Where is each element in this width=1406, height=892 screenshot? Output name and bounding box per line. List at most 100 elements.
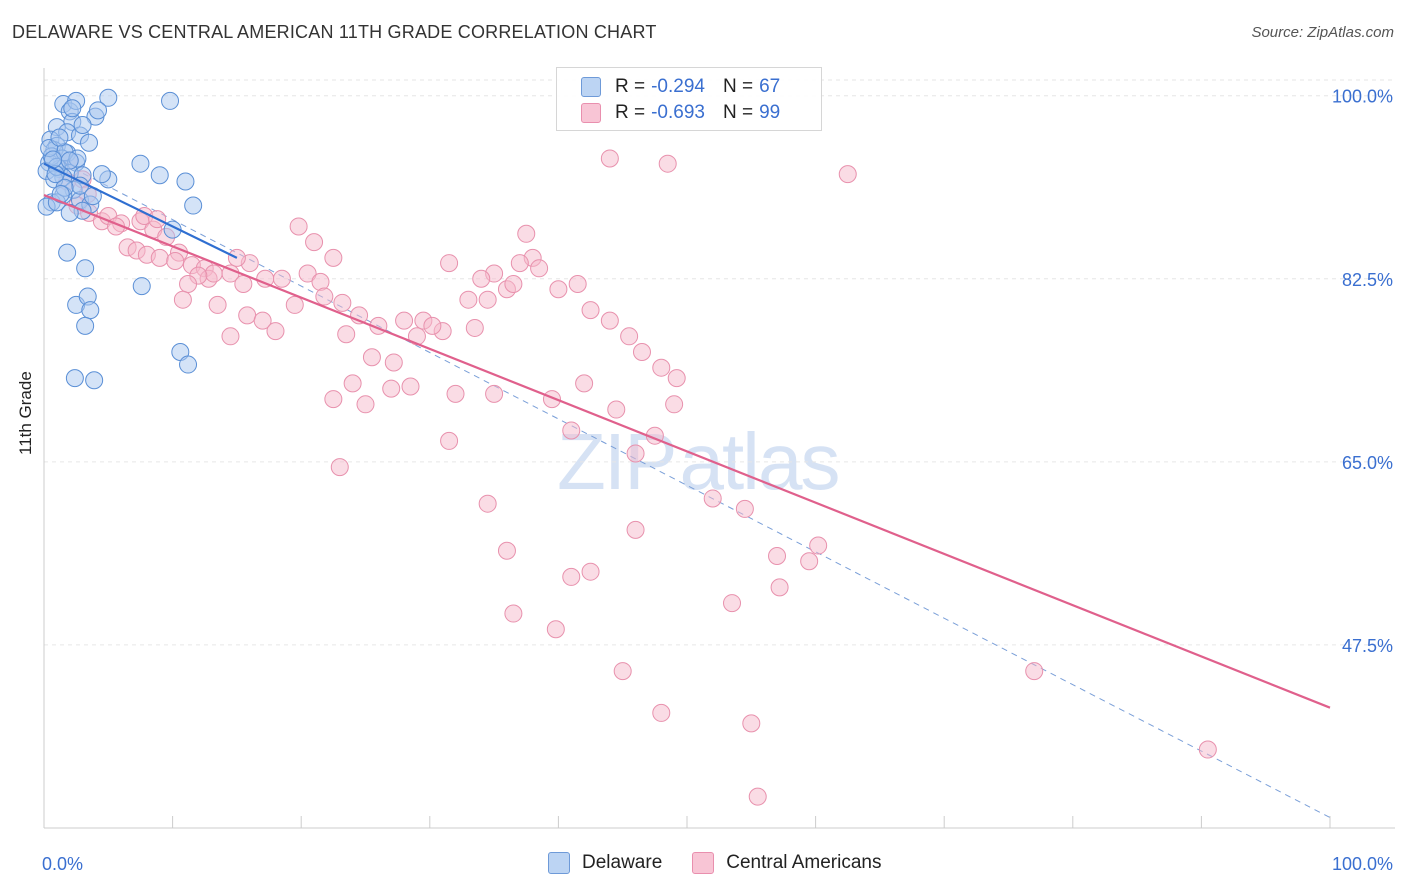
central-americans-point xyxy=(472,269,491,288)
central-americans-point xyxy=(600,149,619,168)
legend-r-value: -0.294 xyxy=(651,76,705,97)
central-americans-point xyxy=(395,311,414,330)
central-americans-point xyxy=(632,343,651,361)
central-americans-point xyxy=(478,290,497,309)
y-tick-label: 82.5% xyxy=(1342,270,1393,290)
central-americans-point xyxy=(504,275,523,293)
central-americans-point xyxy=(600,311,619,330)
central-americans-point xyxy=(384,353,403,372)
central-americans-point xyxy=(809,536,828,555)
central-americans-point xyxy=(562,421,581,440)
central-americans-point xyxy=(517,224,536,243)
central-americans-point xyxy=(838,165,857,184)
delaware-point xyxy=(161,91,180,110)
central-americans-point xyxy=(221,327,240,346)
y-tick-label: 47.5% xyxy=(1342,636,1393,656)
central-americans-point xyxy=(238,306,257,325)
chart-title: DELAWARE VS CENTRAL AMERICAN 11TH GRADE … xyxy=(12,22,657,42)
central-americans-point xyxy=(652,703,671,722)
central-americans-point xyxy=(800,552,819,571)
central-americans-point xyxy=(607,400,626,419)
central-legend-swatch xyxy=(692,852,715,874)
central-americans-point xyxy=(289,217,308,236)
central-americans-point xyxy=(620,327,639,346)
central-americans-point xyxy=(703,489,722,508)
central-americans-point xyxy=(568,275,587,293)
delaware-point xyxy=(60,151,79,170)
legend-n-value: 67 xyxy=(759,76,781,97)
legend-row-delaware: R = -0.294 N = 67 xyxy=(581,74,780,100)
delaware-point xyxy=(58,243,77,262)
central-americans-point xyxy=(324,390,343,409)
central-americans-point xyxy=(626,520,645,539)
central-americans-point xyxy=(285,295,304,314)
central-americans-point xyxy=(742,714,761,733)
y-tick-label: 65.0% xyxy=(1342,453,1393,473)
delaware-point xyxy=(132,277,151,296)
central-americans-point xyxy=(478,494,497,513)
legend-n-value: 99 xyxy=(759,102,781,123)
central-americans-point xyxy=(305,233,324,252)
central-americans-point xyxy=(440,431,459,450)
central-americans-point xyxy=(735,499,754,518)
central-americans-point xyxy=(1198,740,1217,759)
central-americans-point xyxy=(626,444,645,463)
delaware-point xyxy=(184,196,203,215)
central-americans-point xyxy=(208,295,227,314)
central-americans-point xyxy=(459,290,478,309)
legend-r-value: -0.693 xyxy=(651,102,705,123)
legend-r-label: R = xyxy=(615,76,646,97)
delaware-trend-line xyxy=(43,162,238,259)
delaware-point xyxy=(92,165,111,184)
x-tick-label: 0.0% xyxy=(42,854,83,874)
delaware-point xyxy=(99,88,118,107)
delaware-point xyxy=(73,115,92,134)
legend-item-central[interactable]: Central Americans xyxy=(692,852,882,874)
central-americans-point xyxy=(337,325,356,344)
central-americans-point xyxy=(723,594,742,613)
legend-n-label: N = xyxy=(722,102,754,123)
central-americans-point xyxy=(204,264,223,283)
delaware-legend-swatch xyxy=(548,852,570,874)
delaware-point xyxy=(150,166,169,185)
delaware-point xyxy=(179,355,198,374)
central-americans-point xyxy=(173,290,192,309)
delaware-point xyxy=(176,172,195,191)
central-americans-point xyxy=(362,348,381,367)
central-americans-point xyxy=(667,369,686,388)
x-tick-label: 100.0% xyxy=(1332,854,1393,874)
central-americans-point xyxy=(665,395,684,414)
legend-item-delaware[interactable]: Delaware xyxy=(548,852,662,874)
central-americans-point xyxy=(382,379,401,398)
delaware-point xyxy=(131,154,150,173)
central-swatch xyxy=(581,103,601,123)
central-americans-point xyxy=(150,248,169,267)
source-label: Source: ZipAtlas.com xyxy=(1251,24,1394,41)
delaware-point xyxy=(89,101,108,120)
delaware-point xyxy=(76,316,95,335)
central-americans-point xyxy=(581,301,600,320)
central-americans-point xyxy=(401,377,420,396)
central-americans-point xyxy=(356,395,375,414)
delaware-point xyxy=(80,133,99,152)
delaware-point xyxy=(81,301,100,320)
central-americans-point xyxy=(770,578,789,597)
stats-legend: R = -0.294 N = 67 R = -0.693 N = 99 xyxy=(556,67,822,131)
delaware-point xyxy=(76,259,95,278)
central-americans-point xyxy=(748,787,767,806)
central-americans-point xyxy=(166,251,185,270)
central-americans-point xyxy=(510,254,529,273)
central-americans-point xyxy=(298,264,317,283)
legend-row-central: R = -0.693 N = 99 xyxy=(581,100,780,126)
central-americans-point xyxy=(333,293,352,312)
legend-label-central: Central Americans xyxy=(726,852,882,873)
central-americans-point xyxy=(343,374,362,393)
central-americans-point xyxy=(485,384,504,403)
legend-label-delaware: Delaware xyxy=(582,852,663,873)
central-americans-point xyxy=(446,384,465,403)
delaware-point xyxy=(85,371,104,390)
central-americans-point xyxy=(440,254,459,273)
central-americans-point xyxy=(613,662,632,681)
central-americans-point xyxy=(330,458,349,477)
